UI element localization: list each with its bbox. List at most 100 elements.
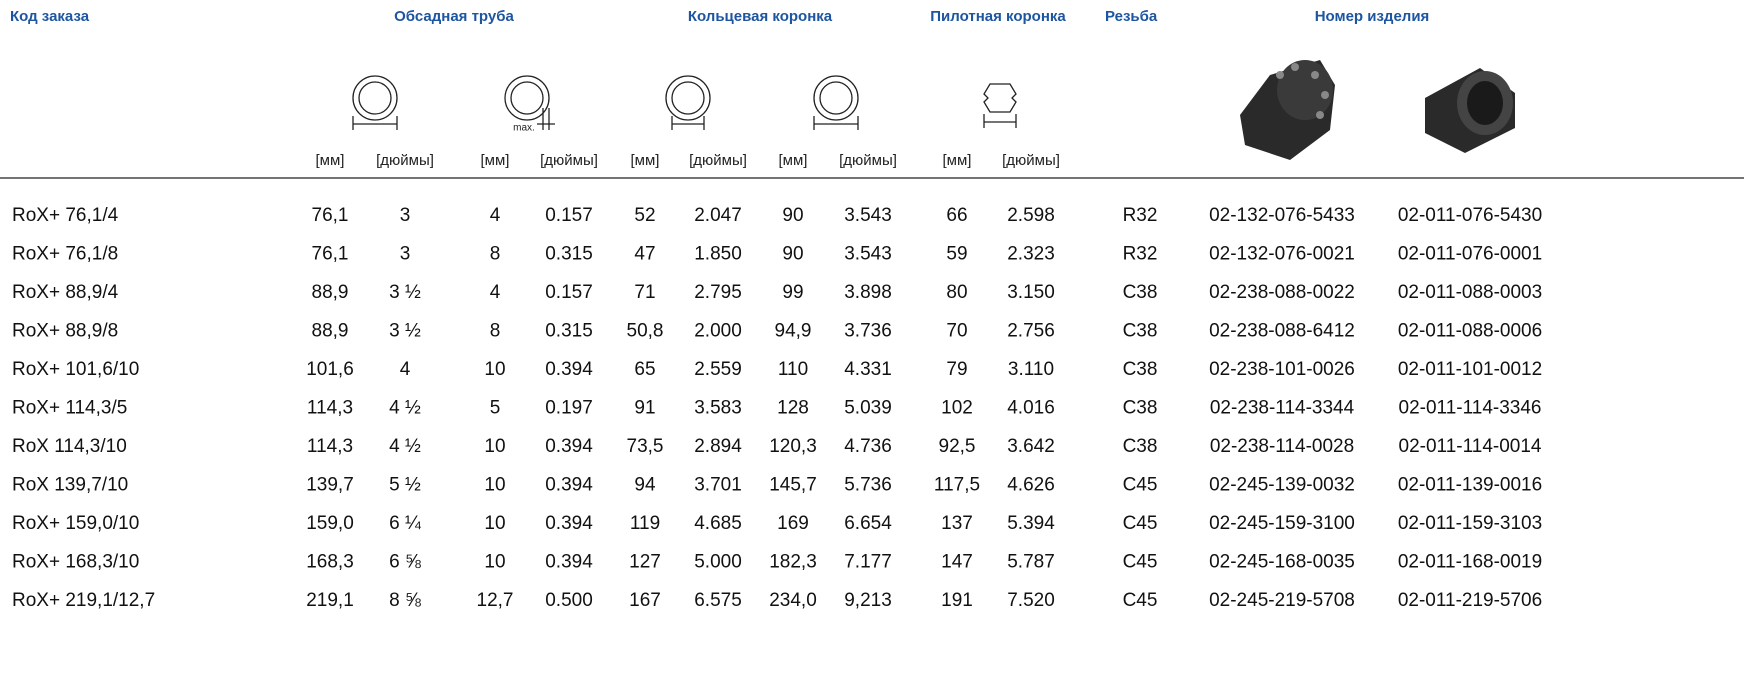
- table-cell: 91: [634, 398, 655, 419]
- table-cell: 3: [400, 205, 411, 226]
- table-cell: 2.000: [694, 321, 742, 342]
- max-label: max.: [513, 123, 535, 134]
- table-cell: 3: [400, 244, 411, 265]
- table-cell: 101,6: [306, 359, 354, 380]
- ring-icon: [813, 75, 859, 130]
- table-cell: 5 ½: [389, 475, 421, 496]
- table-cell: 3.543: [844, 244, 892, 265]
- table-cell: R32: [1123, 205, 1158, 226]
- table-cell: 76,1: [312, 205, 349, 226]
- table-cell: 5.394: [1007, 513, 1055, 534]
- table-cell: R32: [1123, 244, 1158, 265]
- table-cell: 3.110: [1008, 359, 1054, 380]
- table-cell: 4: [490, 205, 501, 226]
- table-cell: 4.331: [844, 359, 892, 380]
- table-cell: 117,5: [934, 475, 980, 496]
- ring-icon: [352, 75, 398, 130]
- table-cell: 02-245-219-5708: [1209, 590, 1355, 611]
- table-cell: 191: [941, 590, 973, 611]
- table-cell: 12,7: [477, 590, 514, 611]
- order-code: RoX+ 76,1/4: [12, 205, 119, 226]
- table-cell: 4 ½: [389, 398, 421, 419]
- table-cell: C45: [1123, 513, 1158, 534]
- table-cell: 7.177: [844, 552, 892, 573]
- column-header: Номер изделия: [1315, 8, 1430, 25]
- table-cell: 02-011-159-3103: [1398, 513, 1542, 534]
- table-cell: 2.756: [1007, 321, 1055, 342]
- table-cell: 3.701: [694, 475, 742, 496]
- order-code: RoX+ 219,1/12,7: [12, 590, 155, 611]
- table-cell: 02-011-076-0001: [1398, 244, 1542, 265]
- table-cell: 79: [946, 359, 967, 380]
- table-cell: 102: [941, 398, 973, 419]
- table-cell: 80: [946, 282, 967, 303]
- table-cell: 0.394: [545, 359, 593, 380]
- table-cell: 70: [946, 321, 967, 342]
- table-cell: 120,3: [769, 436, 817, 457]
- table-cell: 0.394: [545, 552, 593, 573]
- table-cell: 66: [946, 205, 967, 226]
- table-cell: 5.736: [844, 475, 892, 496]
- table-cell: 128: [777, 398, 809, 419]
- table-cell: 0.394: [545, 513, 593, 534]
- unit-label: [дюймы]: [540, 152, 598, 169]
- unit-label: [мм]: [943, 152, 972, 169]
- column-header: Код заказа: [10, 8, 90, 25]
- table-cell: 3.583: [694, 398, 742, 419]
- table-cell: 50,8: [627, 321, 664, 342]
- table-cell: 167: [629, 590, 661, 611]
- table-cell: 2.323: [1007, 244, 1055, 265]
- table-cell: 02-011-076-5430: [1398, 205, 1542, 226]
- column-header: Обсадная труба: [394, 8, 514, 25]
- table-cell: 0.315: [545, 244, 593, 265]
- table-cell: 10: [484, 359, 505, 380]
- table-cell: 6.654: [844, 513, 892, 534]
- table-cell: 10: [484, 513, 505, 534]
- table-cell: 99: [782, 282, 803, 303]
- table-cell: 90: [782, 244, 803, 265]
- table-cell: C38: [1123, 321, 1158, 342]
- table-cell: 0.394: [545, 436, 593, 457]
- table-cell: 02-011-168-0019: [1398, 552, 1542, 573]
- column-header: Пилотная коронка: [930, 8, 1066, 25]
- table-cell: C38: [1123, 436, 1158, 457]
- table-cell: 6 ¼: [389, 513, 422, 534]
- table-cell: 02-011-088-0006: [1398, 321, 1542, 342]
- table-cell: 92,5: [939, 436, 976, 457]
- table-cell: 4.736: [844, 436, 892, 457]
- table-cell: 159,0: [306, 513, 354, 534]
- table-cell: 3.642: [1007, 436, 1055, 457]
- table-cell: 10: [484, 475, 505, 496]
- table-cell: 119: [630, 513, 660, 534]
- unit-label: [дюймы]: [376, 152, 434, 169]
- table-cell: 3.898: [844, 282, 892, 303]
- table-cell: 168,3: [306, 552, 354, 573]
- table-cell: 0.500: [545, 590, 593, 611]
- table-cell: 0.157: [545, 282, 593, 303]
- table-cell: 7.520: [1007, 590, 1055, 611]
- table-cell: 02-132-076-5433: [1209, 205, 1355, 226]
- table-cell: 02-011-139-0016: [1398, 475, 1542, 496]
- table-cell: C38: [1123, 359, 1158, 380]
- table-cell: 8: [490, 244, 501, 265]
- column-header: Резьба: [1105, 8, 1158, 25]
- unit-label: [мм]: [779, 152, 808, 169]
- table-cell: 3.736: [844, 321, 892, 342]
- table-cell: 02-011-114-3346: [1399, 398, 1542, 419]
- table-cell: 2.047: [694, 205, 742, 226]
- table-cell: 6 ⅝: [389, 552, 421, 573]
- column-header: Кольцевая коронка: [688, 8, 833, 25]
- order-code: RoX 114,3/10: [12, 436, 127, 457]
- table-cell: 71: [634, 282, 655, 303]
- table-cell: 4: [490, 282, 501, 303]
- table-cell: 94: [634, 475, 656, 496]
- table-cell: 90: [782, 205, 803, 226]
- table-cell: 1.850: [694, 244, 742, 265]
- order-code: RoX+ 114,3/5: [12, 398, 127, 419]
- table-cell: 8 ⅝: [389, 590, 421, 611]
- table-cell: 02-011-114-0014: [1399, 436, 1542, 457]
- table-cell: 147: [941, 552, 973, 573]
- table-cell: 5.787: [1007, 552, 1055, 573]
- table-cell: 6.575: [694, 590, 742, 611]
- unit-label: [мм]: [316, 152, 345, 169]
